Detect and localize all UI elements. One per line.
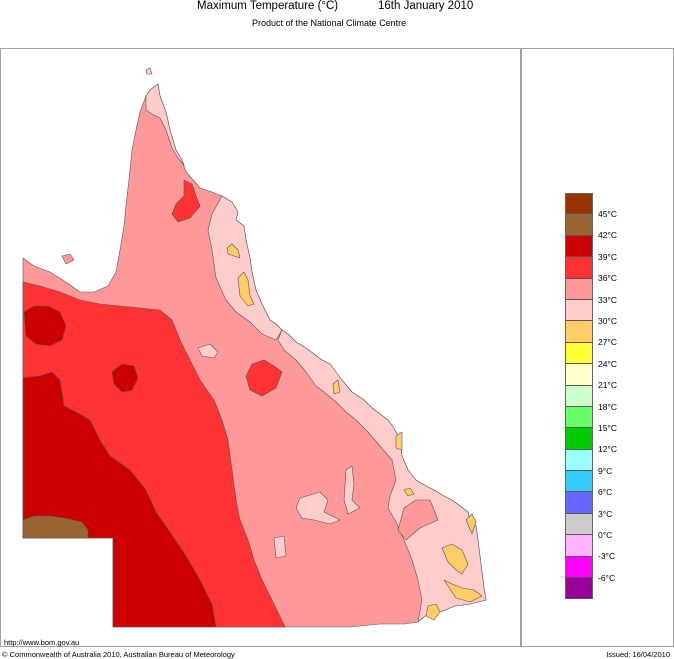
- zone-27-30-patch-5: [441, 543, 469, 575]
- legend-label: 15°C: [598, 423, 617, 433]
- subtitle: Product of the National Climate Centre: [252, 18, 407, 28]
- legend-label: 33°C: [598, 295, 617, 305]
- legend-label: 45°C: [598, 209, 617, 219]
- zone-30-33-patch-d: [273, 535, 287, 559]
- legend-swatch: [565, 578, 593, 600]
- zone-30-33-coast-central: [277, 329, 487, 623]
- legend-swatch: [565, 342, 593, 365]
- title-date: 16th January 2010: [378, 0, 474, 12]
- zone-36-39-blob-north: [171, 179, 201, 223]
- zone-36-39-blob-east: [245, 359, 283, 397]
- legend-label: 24°C: [598, 359, 617, 369]
- legend-swatch: [565, 492, 593, 514]
- island-gulf: [61, 253, 75, 265]
- legend-swatch: [565, 278, 593, 300]
- legend-label: 0°C: [598, 530, 613, 540]
- legend-swatch: [565, 556, 593, 579]
- legend-label: 30°C: [598, 316, 617, 326]
- map-title: Maximum Temperature (°C) 16th January 20…: [0, 0, 674, 16]
- zone-27-30-patch-3: [332, 379, 341, 395]
- zone-27-30-patch-1: [226, 243, 241, 259]
- legend-label: 3°C: [598, 509, 613, 519]
- zone-39-42-blob-nw: [23, 305, 67, 347]
- legend-label: 21°C: [598, 380, 617, 390]
- zone-33-36-inlet: [397, 499, 439, 541]
- legend-label: 39°C: [598, 252, 617, 262]
- legend-label: -3°C: [598, 551, 616, 561]
- issued-date: Issued: 16/04/2010: [606, 650, 670, 659]
- legend-label: 6°C: [598, 487, 613, 497]
- legend-swatch: [565, 449, 593, 472]
- island-north: [145, 67, 153, 75]
- zone-30-33-patch-c: [343, 465, 361, 515]
- legend-swatch: [565, 471, 593, 493]
- legend-swatch: [565, 257, 593, 279]
- zone-39-42-southwest: [22, 371, 217, 628]
- legend-swatch: [565, 364, 593, 386]
- legend-label: 36°C: [598, 273, 617, 283]
- legend-colorbar: [565, 193, 593, 600]
- legend-swatch: [565, 235, 593, 258]
- legend-label: 27°C: [598, 337, 617, 347]
- legend-label: 9°C: [598, 466, 613, 476]
- legend-swatch: [565, 385, 593, 407]
- zone-30-33-cape: [145, 83, 185, 166]
- legend-label: 18°C: [598, 402, 617, 412]
- legend-swatch: [565, 214, 593, 236]
- legend-swatch: [565, 406, 593, 429]
- legend-label: 42°C: [598, 230, 617, 240]
- zone-27-30-patch-8: [465, 513, 477, 535]
- legend-label: -6°C: [598, 573, 616, 583]
- bom-url-link[interactable]: http://www.bom.gov.au: [4, 638, 80, 647]
- legend-label: 12°C: [598, 444, 617, 454]
- title-text: Maximum Temperature (°C): [197, 0, 339, 12]
- legend-swatch: [565, 193, 593, 215]
- zone-27-30-patch-6: [443, 579, 483, 603]
- copyright-text: © Commonwealth of Australia 2010, Austra…: [2, 650, 235, 659]
- zone-30-33-coast-north: [207, 195, 283, 341]
- zone-39-42-blob-centre: [111, 363, 139, 393]
- legend-swatch: [565, 321, 593, 343]
- zone-27-30-patch-7: [425, 603, 441, 621]
- legend-separator: [520, 48, 522, 646]
- zone-30-33-patch-b: [295, 491, 341, 525]
- legend-swatch: [565, 299, 593, 322]
- zone-42-45-southwest: [22, 515, 89, 539]
- zone-27-30-patch-2: [237, 271, 255, 307]
- zone-27-30-patch-4: [395, 431, 403, 451]
- legend-swatch: [565, 535, 593, 557]
- zone-27-30-patch-9: [403, 487, 415, 497]
- zone-30-33-patch-a: [197, 343, 219, 359]
- legend-swatch: [565, 513, 593, 536]
- legend-swatch: [565, 428, 593, 450]
